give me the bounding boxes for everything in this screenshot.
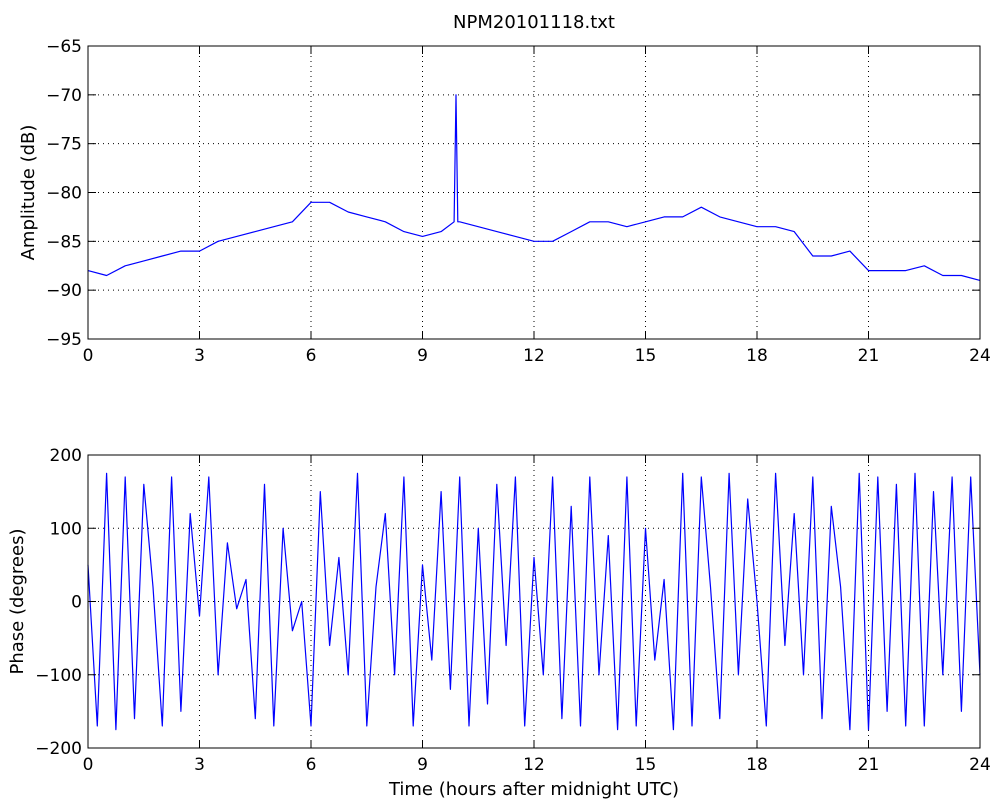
phase-y-tick-label-3: 100: [50, 519, 82, 539]
amplitude-x-tick-label-5: 15: [635, 346, 657, 366]
phase-y-axis-label: Phase (degrees): [7, 529, 28, 675]
amplitude-x-tick-label-4: 12: [523, 346, 545, 366]
amplitude-x-tick-label-6: 18: [746, 346, 768, 366]
amplitude-x-tick-label-1: 3: [194, 346, 205, 366]
phase-x-axis-label: Time (hours after midnight UTC): [388, 779, 679, 800]
phase-y-tick-label-4: 200: [50, 446, 82, 466]
phase-plot: 0 3 6 9 12 15 18 21 24 −200 −100 0 100 200 Time (hours…: [7, 446, 991, 800]
phase-y-tick-label-2: 0: [71, 593, 82, 613]
phase-x-tick-label-8: 24: [969, 755, 991, 775]
amplitude-y-tick-label-4: −75: [46, 135, 82, 155]
phase-x-tick-label-7: 21: [858, 755, 880, 775]
amplitude-x-tick-label-2: 6: [306, 346, 317, 366]
amplitude-series-line-0: [87, 94, 981, 281]
phase-x-tick-label-2: 6: [306, 755, 317, 775]
amplitude-y-tick-label-2: −85: [46, 232, 82, 252]
amplitude-x-tick-label-7: 21: [858, 346, 880, 366]
phase-series-line-0: [87, 472, 981, 731]
phase-x-tick-label-6: 18: [746, 755, 768, 775]
amplitude-y-tick-label-0: −95: [46, 330, 82, 350]
amplitude-y-axis-label: Amplitude (dB): [18, 125, 39, 261]
phase-x-tick-label-1: 3: [194, 755, 205, 775]
phase-x-tick-label-5: 15: [635, 755, 657, 775]
phase-x-tick-label-0: 0: [83, 755, 94, 775]
phase-y-tick-label-1: −100: [35, 666, 82, 686]
phase-x-tick-label-4: 12: [523, 755, 545, 775]
amplitude-chart-title: NPM20101118.txt: [453, 12, 615, 33]
amplitude-x-tick-label-3: 9: [417, 346, 428, 366]
amplitude-y-tick-label-5: −70: [46, 86, 82, 106]
amplitude-y-tick-label-6: −65: [46, 37, 82, 57]
phase-x-tick-label-3: 9: [417, 755, 428, 775]
amplitude-y-tick-label-1: −90: [46, 281, 82, 301]
amplitude-x-tick-label-8: 24: [969, 346, 991, 366]
amplitude-plot: 0 3 6 9 12 15 18 21 24 −95 −90 −85 −80 −75 −70 −65 NPM20…: [18, 12, 991, 366]
amplitude-y-tick-label-3: −80: [46, 184, 82, 204]
amplitude-x-tick-label-0: 0: [83, 346, 94, 366]
phase-y-tick-label-0: −200: [35, 739, 82, 759]
